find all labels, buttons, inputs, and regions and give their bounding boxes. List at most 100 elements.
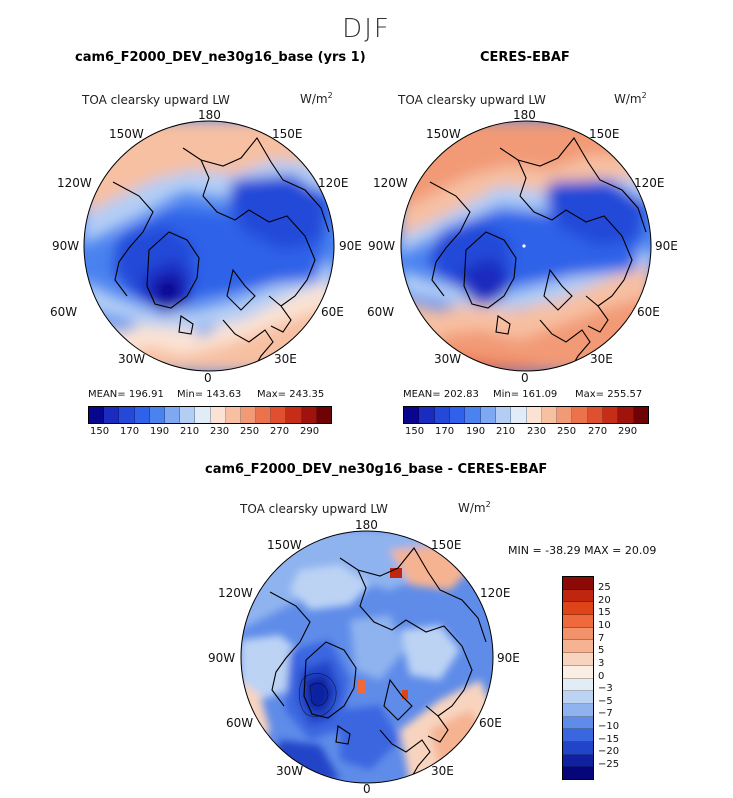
diff-colorbar-swatch (563, 589, 593, 603)
diff-lon-120w: 120W (218, 586, 253, 600)
obs-polar-map (400, 120, 652, 372)
obs-lon-150e: 150E (589, 127, 620, 141)
model-siberia-cold (228, 175, 328, 250)
obs-colorbar-swatch (633, 407, 648, 423)
diff-colorbar-swatch (563, 640, 593, 654)
model-min: Min= 143.63 (177, 389, 242, 400)
obs-siberia-cold (545, 180, 645, 246)
obs-transition-band (401, 248, 651, 310)
diff-cb-label: 10 (598, 620, 611, 631)
diff-colorbar-swatch (563, 716, 593, 730)
model-colorbar-swatch (119, 407, 135, 423)
model-map-border (83, 120, 335, 372)
diff-cb-label: −15 (598, 734, 620, 745)
diff-bering-light (290, 565, 370, 610)
model-lon-150e: 150E (272, 127, 303, 141)
diff-cb-label: 15 (598, 607, 611, 618)
model-colorbar-swatch (286, 407, 302, 423)
obs-cb-tick: 190 (466, 426, 486, 437)
obs-colorbar-swatch (449, 407, 466, 423)
diff-contours (299, 673, 337, 717)
obs-min: Min= 161.09 (493, 389, 558, 400)
model-colorbar-swatch (164, 407, 181, 423)
obs-colorbar-swatch (495, 407, 512, 423)
model-colorbar-swatch (316, 407, 331, 423)
obs-lon-30w: 30W (434, 352, 462, 366)
obs-colorbar-swatch (587, 407, 604, 423)
model-cb-tick: 190 (150, 426, 170, 437)
season-title: DJF (342, 14, 391, 44)
model-colorbar-swatch (195, 407, 211, 423)
obs-lon-90w: 90W (368, 239, 396, 253)
panel-model-units: W/m2 (300, 91, 333, 106)
obs-cb-tick: 150 (405, 426, 425, 437)
model-cb-tick: 210 (180, 426, 200, 437)
diff-lon-90e: 90E (497, 651, 520, 665)
obs-lon-0: 0 (521, 371, 529, 385)
diff-lon-0: 0 (363, 782, 371, 796)
obs-colorbar-swatch (465, 407, 481, 423)
diff-lon-30w: 30W (276, 764, 304, 778)
diff-cb-label: 3 (598, 658, 605, 669)
model-colorbar-swatch (240, 407, 257, 423)
diff-colorbar-swatch (563, 602, 593, 616)
diff-coastlines (269, 547, 487, 781)
model-cb-tick: 170 (120, 426, 140, 437)
model-lon-120w: 120W (57, 176, 92, 190)
obs-colorbar (403, 406, 649, 424)
model-cb-tick: 230 (210, 426, 230, 437)
diff-cb-label: −10 (598, 721, 620, 732)
obs-cb-tick: 290 (618, 426, 638, 437)
panel-model-title: cam6_F2000_DEV_ne30g16_base (yrs 1) (75, 50, 366, 65)
model-colorbar-swatch (256, 407, 272, 423)
obs-max: Max= 255.57 (575, 389, 643, 400)
model-cb-tick: 250 (240, 426, 260, 437)
model-colorbar-swatch (180, 407, 196, 423)
diff-colorbar-swatch (563, 627, 593, 641)
obs-lon-60w: 60W (367, 305, 395, 319)
obs-colorbar-swatch (618, 407, 634, 423)
model-colorbar (88, 406, 332, 424)
obs-colorbar-swatch (434, 407, 450, 423)
diff-map-border (240, 530, 494, 784)
obs-colorbar-swatch (511, 407, 527, 423)
diff-colorbar (562, 576, 594, 780)
obs-colorbar-swatch (419, 407, 435, 423)
diff-colorbar-swatch (563, 691, 593, 704)
model-max: Max= 243.35 (257, 389, 325, 400)
obs-lon-30e: 30E (590, 352, 613, 366)
model-lon-60w: 60W (50, 305, 78, 319)
model-colorbar-swatch (104, 407, 120, 423)
model-colorbar-swatch (89, 407, 105, 423)
diff-hotspot-2 (402, 690, 408, 699)
model-lon-60e: 60E (321, 305, 344, 319)
diff-arctic-light (350, 615, 405, 680)
diff-colorbar-swatch (563, 754, 593, 768)
model-lon-30e: 30E (274, 352, 297, 366)
diff-hotspot-1 (358, 680, 366, 694)
obs-colorbar-swatch (480, 407, 496, 423)
obs-greenland-cold (462, 258, 510, 306)
obs-lon-150w: 150W (426, 127, 461, 141)
diff-lon-150w: 150W (267, 538, 302, 552)
model-colorbar-swatch (301, 407, 317, 423)
diff-colorbar-swatch (563, 653, 593, 666)
panel-obs-units: W/m2 (614, 91, 647, 106)
diff-lon-120e: 120E (480, 586, 511, 600)
model-colorbar-swatch (271, 407, 287, 423)
model-lon-180: 180 (198, 108, 221, 122)
model-lon-120e: 120E (318, 176, 349, 190)
model-colorbar-swatch (210, 407, 226, 423)
obs-map-border (400, 120, 652, 372)
obs-cb-tick: 170 (435, 426, 455, 437)
diff-colorbar-swatch (563, 678, 593, 692)
diff-cb-label: −5 (598, 696, 613, 707)
obs-pacific-band (401, 155, 651, 238)
obs-colorbar-swatch (603, 407, 619, 423)
model-lon-30w: 30W (118, 352, 146, 366)
diff-colorbar-swatch (563, 703, 593, 717)
diff-colorbar-swatch (563, 577, 593, 590)
obs-coastlines (429, 137, 647, 371)
diff-cb-label: −3 (598, 683, 613, 694)
obs-lon-120e: 120E (634, 176, 665, 190)
